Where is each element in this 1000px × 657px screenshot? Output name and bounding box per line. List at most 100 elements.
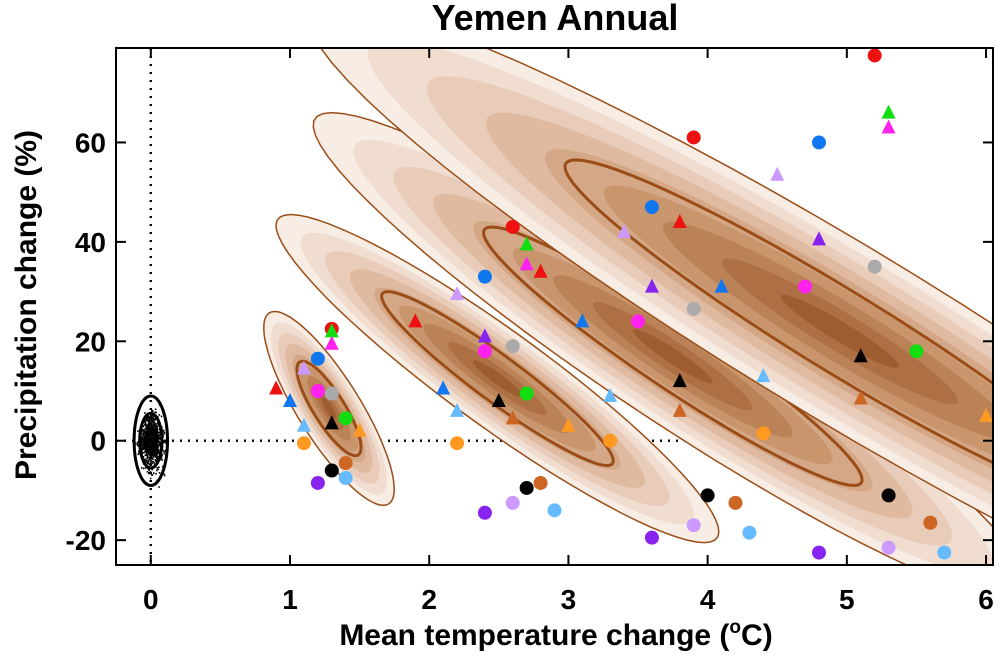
- noise-dot: [148, 420, 150, 422]
- noise-dot: [150, 436, 153, 439]
- noise-dot: [151, 474, 154, 476]
- noise-dot: [141, 447, 143, 449]
- marker-triangle-brown: [672, 402, 687, 417]
- distribution-band: [780, 294, 899, 368]
- noise-dot: [141, 448, 144, 451]
- noise-dot: [152, 434, 155, 437]
- noise-dot: [142, 441, 145, 444]
- noise-dot: [155, 456, 158, 459]
- marker-triangle-purple: [811, 231, 826, 246]
- noise-dot: [144, 412, 146, 414]
- noise-dot: [147, 471, 150, 474]
- noise-dot: [143, 458, 146, 461]
- marker-triangle-blue: [575, 313, 590, 328]
- noise-dot: [148, 457, 151, 459]
- noise-dot: [149, 464, 152, 466]
- marker-circle-brown: [338, 456, 353, 471]
- noise-dot: [161, 465, 164, 468]
- distribution-outer-contour: [275, 213, 720, 544]
- noise-dot: [140, 443, 143, 446]
- distribution-inner-contour: [563, 158, 993, 465]
- noise-dot: [149, 458, 152, 461]
- noise-dot: [141, 432, 144, 434]
- marker-circle-lightblue: [937, 545, 952, 560]
- noise-dot: [151, 468, 154, 471]
- noise-dot: [149, 437, 152, 440]
- marker-circle-purple: [644, 530, 659, 545]
- noise-dot: [142, 433, 145, 436]
- marker-triangle-orange: [979, 407, 993, 422]
- plot-frame: [115, 47, 994, 566]
- noise-dot: [150, 472, 153, 475]
- marker-triangle-black: [853, 348, 868, 363]
- noise-dot: [151, 460, 153, 463]
- noise-dot: [145, 418, 148, 421]
- noise-dot: [157, 450, 160, 452]
- y-tick-label: -20: [66, 525, 106, 556]
- noise-dot: [144, 458, 147, 461]
- marker-circle-gray: [867, 259, 882, 274]
- distribution-2: [275, 213, 720, 544]
- noise-dot: [154, 418, 157, 421]
- marker-circle-green: [519, 386, 534, 401]
- noise-dot: [150, 457, 152, 459]
- noise-dot: [165, 442, 167, 445]
- marker-circle-orange: [603, 433, 618, 448]
- noise-dot: [149, 462, 152, 465]
- marker-circle-lightblue: [547, 503, 562, 518]
- noise-dot: [136, 441, 139, 444]
- noise-dot: [147, 446, 150, 449]
- marker-circle-brown: [923, 515, 938, 530]
- noise-dot: [148, 436, 150, 439]
- noise-dot: [157, 451, 160, 453]
- natural-variability-cloud: [132, 394, 170, 488]
- noise-dot: [152, 442, 155, 445]
- noise-dot: [142, 438, 144, 441]
- noise-dot: [163, 452, 166, 455]
- noise-dot: [154, 427, 157, 430]
- marker-circle-black: [519, 480, 534, 495]
- noise-dot: [151, 449, 154, 452]
- y-tick-label: 60: [75, 127, 106, 158]
- noise-dot: [147, 459, 149, 462]
- marker-triangle-lavender: [450, 286, 465, 301]
- noise-dot: [155, 428, 158, 431]
- marker-triangle-blue: [283, 392, 298, 407]
- noise-dot: [149, 446, 152, 449]
- noise-dot: [159, 445, 161, 447]
- marker-triangle-green: [881, 104, 896, 119]
- marker-triangle-blue: [436, 380, 451, 395]
- noise-dot: [148, 460, 150, 463]
- noise-dot: [147, 423, 149, 426]
- noise-dot: [155, 472, 157, 475]
- noise-dot: [146, 435, 149, 438]
- noise-dot: [157, 468, 159, 471]
- noise-dot: [138, 452, 140, 455]
- x-tick-label: 1: [282, 584, 298, 615]
- noise-dot: [156, 426, 158, 428]
- noise-dot: [164, 441, 166, 443]
- noise-dot: [142, 445, 144, 448]
- noise-dot: [150, 415, 152, 417]
- marker-triangle-brown: [853, 390, 868, 405]
- noise-dot: [152, 438, 155, 441]
- marker-triangle-black: [324, 415, 339, 430]
- noise-dot: [163, 450, 165, 453]
- noise-dot: [155, 469, 158, 472]
- noise-dot: [145, 428, 147, 430]
- noise-dot: [141, 439, 143, 441]
- marker-circle-magenta: [631, 314, 646, 329]
- x-tick-label: 0: [143, 584, 159, 615]
- noise-dot: [157, 444, 159, 447]
- distribution-band: [632, 329, 713, 384]
- noise-dot: [142, 440, 144, 442]
- noise-dot: [154, 417, 156, 420]
- marker-triangle-orange: [561, 417, 576, 432]
- noise-dot: [144, 421, 146, 424]
- noise-dot: [152, 424, 154, 426]
- noise-dot: [145, 417, 148, 419]
- noise-dot: [163, 431, 166, 434]
- marker-circle-lightblue: [742, 525, 757, 540]
- noise-dot: [161, 454, 164, 456]
- noise-dot: [152, 425, 155, 427]
